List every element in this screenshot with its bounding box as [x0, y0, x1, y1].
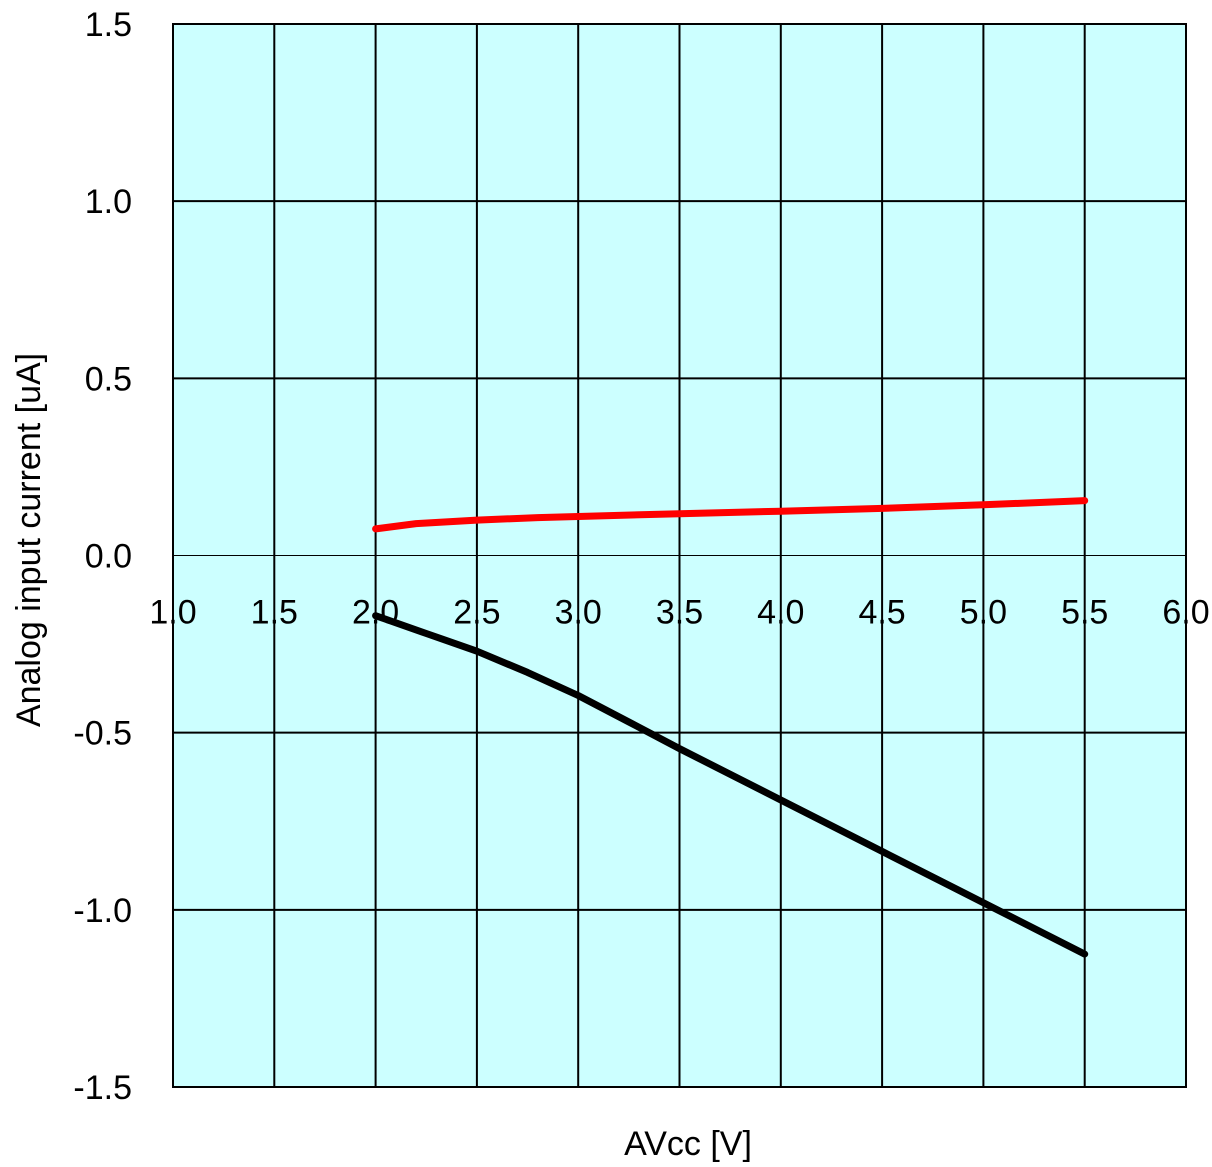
x-tick-label: 2.0 [352, 594, 399, 632]
x-tick-label: 6.0 [1162, 594, 1209, 632]
series-line-1 [372, 497, 1089, 533]
y-axis-ticks: 1.5 1.0 0.5 0.0 -0.5 -1.0 -1.5 [73, 6, 132, 1107]
plot-frame [172, 23, 1187, 1088]
y-axis-label: Analog input current [uA] [10, 353, 48, 727]
y-tick-label: 0.0 [85, 538, 132, 576]
x-tick-label: 5.0 [960, 594, 1007, 632]
x-tick-label: 1.0 [149, 594, 196, 632]
x-axis-ticks: 1.0 1.5 2.0 2.5 3.0 3.5 4.0 4.5 5.0 5.5 6.0 [149, 594, 1209, 632]
x-tick-label: 4.0 [757, 594, 804, 632]
series-layer [372, 497, 1089, 958]
x-tick-label: 3.5 [656, 594, 703, 632]
y-tick-label: -1.0 [73, 892, 132, 930]
x-axis-label: AVcc [V] [624, 1125, 752, 1162]
x-tick-label: 5.5 [1061, 594, 1108, 632]
y-tick-label: -1.5 [73, 1069, 132, 1107]
y-tick-label: 1.5 [85, 6, 132, 44]
x-tick-label: 2.5 [453, 594, 500, 632]
x-tick-label: 1.5 [251, 594, 298, 632]
series-line-2 [372, 612, 1089, 958]
x-tick-label: 3.0 [555, 594, 602, 632]
x-tick-label: 4.5 [858, 594, 905, 632]
y-tick-label: 1.0 [85, 183, 132, 221]
y-tick-label: 0.5 [85, 360, 132, 398]
y-tick-label: -0.5 [73, 715, 132, 753]
